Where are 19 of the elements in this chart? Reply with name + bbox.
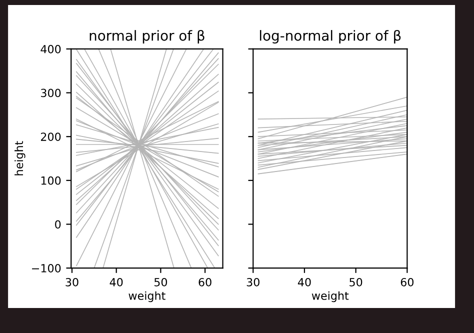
y-axis-title: height bbox=[14, 141, 26, 176]
x-tick-label: 30 bbox=[66, 278, 78, 286]
y-tick-label: −100 bbox=[32, 264, 61, 272]
x-tick-label: 50 bbox=[154, 278, 168, 286]
x-tick-label: 50 bbox=[350, 278, 362, 286]
x-tick-label: 40 bbox=[110, 278, 123, 286]
x-axis-title: weight bbox=[312, 291, 349, 302]
y-tick-label: 300 bbox=[41, 88, 61, 98]
chart-title: normal prior of β bbox=[90, 30, 204, 44]
y-tick-label: 0 bbox=[55, 220, 61, 229]
x-tick-label: 30 bbox=[246, 278, 260, 286]
chart-title: log-normal prior of β bbox=[260, 30, 401, 44]
y-tick-label: 400 bbox=[40, 44, 61, 54]
y-tick-label: 200 bbox=[40, 132, 61, 141]
x-tick-label: 40 bbox=[298, 278, 311, 286]
y-tick-label: 100 bbox=[41, 176, 61, 185]
x-tick-label: 60 bbox=[400, 278, 414, 286]
x-tick-label: 60 bbox=[198, 278, 212, 286]
x-axis-title: weight bbox=[128, 291, 166, 302]
